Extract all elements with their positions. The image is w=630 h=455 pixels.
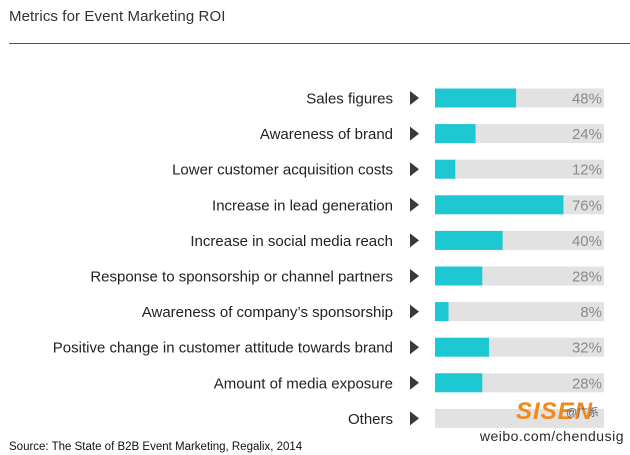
category-label: Response to sponsorship or channel partn… [90, 269, 393, 286]
category-label: Lower customer acquisition costs [172, 162, 393, 179]
category-label: Awareness of brand [260, 126, 393, 143]
bar [435, 230, 503, 250]
bar-track [435, 124, 604, 144]
value-label: 12% [572, 162, 602, 179]
row-marker-icon [410, 91, 419, 105]
category-label: Awareness of company’s sponsorship [142, 304, 393, 321]
value-label: 40% [572, 233, 602, 250]
row-marker-icon [410, 340, 419, 355]
value-label: 28% [572, 375, 602, 392]
category-label: Sales figures [306, 91, 393, 108]
row-marker-icon [410, 304, 419, 319]
bar [435, 88, 517, 108]
chart-title: Metrics for Event Marketing ROI [9, 8, 226, 25]
category-label: Increase in social media reach [190, 233, 393, 250]
category-label: Positive change in customer attitude tow… [53, 340, 393, 357]
value-label: 76% [572, 197, 602, 214]
watermark-logo: SISEN [516, 398, 594, 425]
bar [435, 124, 476, 144]
watermark-url: weibo.com/chendusig [479, 428, 624, 444]
bar-track [435, 159, 604, 179]
row-marker-icon [410, 233, 419, 248]
bar [435, 302, 449, 322]
source-note: Source: The State of B2B Event Marketing… [9, 441, 303, 453]
bar [435, 266, 483, 286]
bar-track [435, 302, 604, 322]
category-label: Others [348, 411, 393, 428]
category-label: Increase in lead generation [212, 197, 393, 214]
row-marker-icon [410, 162, 419, 177]
value-label: 48% [572, 91, 602, 108]
row-marker-icon [410, 411, 419, 426]
bar-track [435, 408, 604, 428]
title-divider [9, 43, 630, 44]
watermark-handle: @广系 [566, 407, 600, 419]
bar [435, 373, 483, 393]
bar [435, 195, 564, 215]
value-label: 28% [572, 269, 602, 286]
bar [435, 159, 456, 179]
value-label: 32% [572, 340, 602, 357]
row-marker-icon [410, 269, 419, 283]
row-marker-icon [410, 126, 419, 141]
bar [435, 337, 490, 357]
row-marker-icon [410, 197, 419, 212]
value-label: 8% [580, 304, 602, 321]
row-marker-icon [410, 375, 419, 390]
category-label: Amount of media exposure [214, 375, 393, 392]
value-label: 24% [572, 126, 602, 143]
